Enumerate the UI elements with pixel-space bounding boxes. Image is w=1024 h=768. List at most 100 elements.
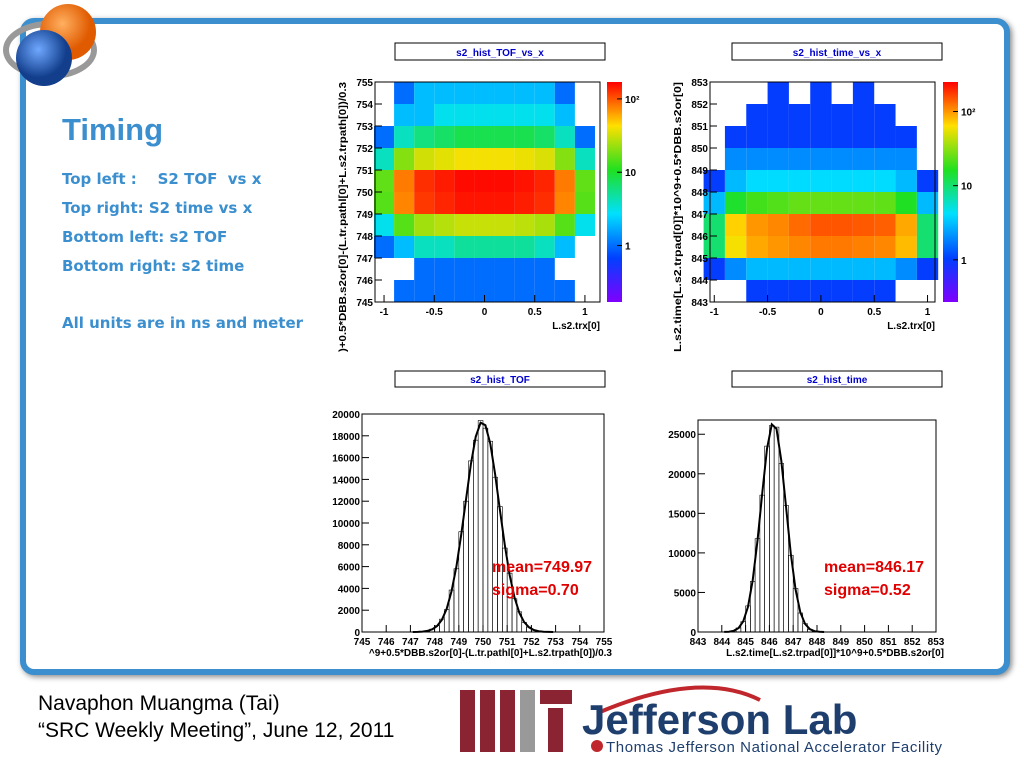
heat-cell [895,192,917,214]
heat-cell [767,192,789,214]
x-tick-label: 846 [761,637,778,648]
heat-cell [746,126,768,148]
heat-cell [746,148,768,170]
heat-cell [724,192,747,214]
heat-cell [767,170,789,192]
heat-cell [874,214,896,236]
heat-cell [434,280,455,302]
color-bar [943,82,958,302]
heat-cell [373,236,395,258]
heat-cell [414,258,435,280]
plot-title: s2_hist_TOF_vs_x [456,48,544,59]
heat-cell [810,192,832,214]
bullet: Bottom right: s2 time [62,257,245,275]
heat-cell [788,126,811,148]
heat-cell [434,214,455,236]
heat-cell [454,104,475,126]
plot-title: s2_hist_time_vs_x [793,48,882,59]
y-tick-label: 14000 [332,475,360,486]
heat-cell [474,170,495,192]
heat-cell [767,236,789,258]
heat-cell [574,148,595,170]
heat-cell [414,192,435,214]
heat-cell [810,148,832,170]
heat-cell [788,236,811,258]
heat-cell [534,280,555,302]
heat-cell [494,148,515,170]
heat-cell [454,236,475,258]
heat-cell [574,126,595,148]
heat-cell [724,148,747,170]
x-tick-label: 754 [571,637,588,648]
author: Navaphon Muangma (Tai) [38,692,280,715]
heat-cell [554,280,575,302]
heat-cell [767,104,789,126]
x-tick-label: 0 [482,307,488,318]
x-tick-label: 853 [928,637,945,648]
heat-cell [574,192,595,214]
y-tick-label: 745 [356,298,373,309]
x-tick-label: 852 [904,637,921,648]
y-tick-label: 755 [356,78,373,89]
heat-cell [414,214,435,236]
heat-cell [874,192,896,214]
heat-cell [434,192,455,214]
heat-cell [916,214,939,236]
x-tick-label: 753 [547,637,564,648]
heat-cell [767,148,789,170]
heat-cell [454,280,475,302]
heat-cell [454,126,475,148]
y-tick-label: 16000 [332,454,360,465]
plot-title: s2_hist_time [807,375,868,386]
heat-cell [788,214,811,236]
x-tick-label: 845 [737,637,754,648]
fit-stat: sigma=0.70 [492,582,579,599]
bullet: Top left : S2 TOF vs x [62,170,262,188]
heat-cell [534,170,555,192]
y-tick-label: 752 [356,144,373,155]
heat-cell [434,258,455,280]
heat-cell [916,170,939,192]
heat-cell [916,192,939,214]
heat-cell [514,258,535,280]
heat-cell [895,258,917,280]
orb-logo [3,4,97,86]
slide-title: Timing [62,112,164,147]
heat-cell [724,170,747,192]
heat-cell [852,148,875,170]
heat-cell [394,148,415,170]
heat-cell [494,192,515,214]
heat-cell [414,280,435,302]
heat-cell [831,148,853,170]
heat-cell [746,280,768,302]
y-tick-label: 853 [691,78,708,89]
y-tick-label: 10000 [668,549,696,560]
heat-cell [810,280,832,302]
heat-cell [554,148,575,170]
heat-cell [534,104,555,126]
heat-cell [414,104,435,126]
x-tick-label: 751 [499,637,516,648]
heat-cell [514,214,535,236]
bullet: Bottom left: s2 TOF [62,228,228,246]
y-tick-label: 25000 [668,430,696,441]
heat-cell [414,170,435,192]
heat-cell [767,214,789,236]
y-tick-label: 846 [691,232,708,243]
heat-cell [514,192,535,214]
heat-cell [916,258,939,280]
heat-cell [874,280,896,302]
heat-cell [788,258,811,280]
heat-cell [746,258,768,280]
heat-cell [373,214,395,236]
x-tick-label: 1 [582,307,588,318]
heat-cell [474,104,495,126]
heat-cell [514,126,535,148]
heat-cell [895,236,917,258]
heat-cell [474,82,495,104]
heat-cell [434,126,455,148]
heat-cell [703,258,725,280]
fit-curve [724,422,825,633]
heat-cell [895,170,917,192]
